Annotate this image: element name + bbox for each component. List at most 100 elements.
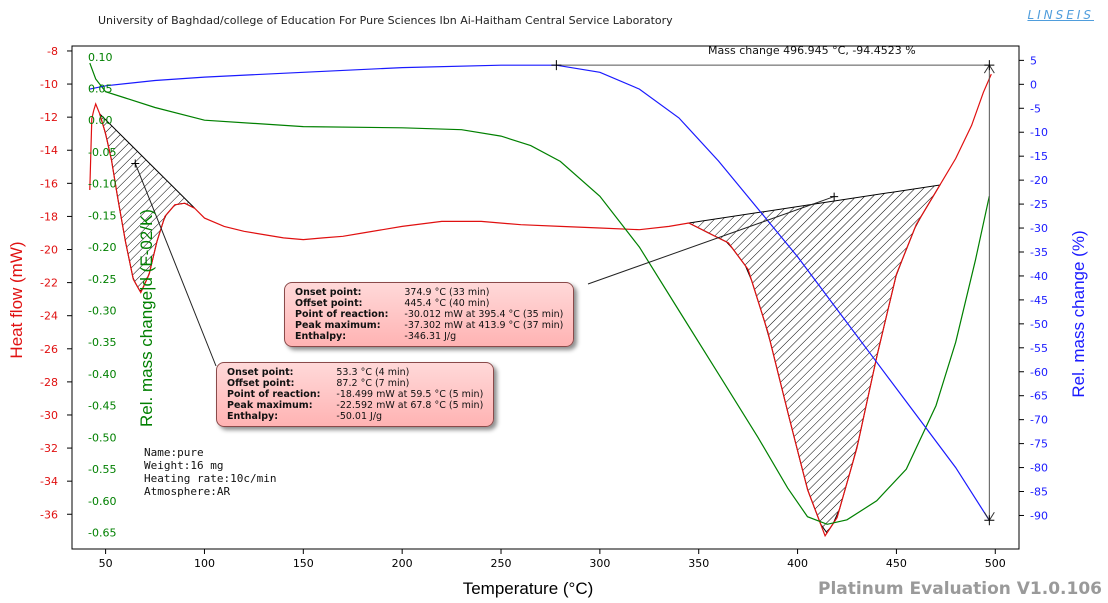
callout-label: Enthalpy: [227,411,279,422]
mass-change-cross-marker [984,60,995,71]
tg-axis-title: Rel. mass change (%) [1069,230,1088,397]
tg-tick-label: -75 [1030,438,1048,451]
dtg-tick-label: -0.55 [88,463,116,476]
dtg-tick-label: -0.20 [88,241,116,254]
heat-flow-tick-label: -24 [40,310,58,323]
dtg-tick-label: -0.40 [88,368,116,381]
callout-label: Point of reaction: [227,389,321,400]
tg-tick-label: -30 [1030,222,1048,235]
dtg-tick-label: 0.00 [88,114,113,127]
dtg-tick-label: 0.05 [88,82,113,95]
heat-flow-tick-label: -36 [40,508,58,521]
linseis-logo: LINSEIS [1027,8,1094,22]
callout-label: Offset point: [227,378,295,389]
callout-leader-line [587,196,835,285]
tg-tick-label: -5 [1030,102,1041,115]
callout-value: 87.2 °C (7 min) [336,378,410,389]
callout-value: -346.31 J/g [404,331,457,342]
callout-label: Peak maximum: [227,400,313,411]
callout-label: Onset point: [295,287,362,298]
dtg-tick-label: -0.35 [88,336,116,349]
callout-value: -37.302 mW at 413.9 °C (37 min) [404,320,564,331]
dtg-tick-label: 0.10 [88,51,113,64]
callout-label: Onset point: [227,367,294,378]
dtg-tick-label: -0.60 [88,495,116,508]
callout-value: 445.4 °C (40 min) [404,298,490,309]
callout-value: -50.01 J/g [336,411,383,422]
peak-callout-table: Onset point: 374.9 °C (33 min) Offset poi… [295,287,563,342]
heat-flow-tick-label: -14 [40,144,58,157]
sample-info: Name:pure Weight:16 mg Heating rate:10c/… [144,446,276,498]
tg-tick-label: -70 [1030,414,1048,427]
heat-flow-tick-label: -16 [40,177,58,190]
dtg-tick-label: -0.10 [88,178,116,191]
dtg-tick-label: -0.05 [88,146,116,159]
tg-tick-label: -35 [1030,246,1048,259]
callout-leader-line [134,163,217,367]
x-tick-label: 350 [688,557,709,570]
x-tick-label: 150 [293,557,314,570]
series-line-heat_flow [89,73,992,538]
tg-tick-label: -45 [1030,294,1048,307]
tg-tick-label: -50 [1030,318,1048,331]
peak-callout-high: Onset point: 374.9 °C (33 min) Offset poi… [284,282,575,347]
peak-callout-table: Onset point: 53.3 °C (4 min) Offset point… [227,367,483,422]
series-line-tg [89,64,990,521]
peak-callout-low: Onset point: 53.3 °C (4 min) Offset point… [216,362,495,427]
dtg-axis-title: Rel. mass change|d (E-02/K) [137,209,156,427]
callout-value: 374.9 °C (33 min) [404,287,490,298]
tg-tick-label: -60 [1030,366,1048,379]
tg-tick-label: -25 [1030,198,1048,211]
dtg-tick-label: -0.65 [88,527,116,540]
sample-atmosphere: Atmosphere:AR [144,485,231,498]
mass-change-cross-marker [984,515,995,526]
heat-flow-tick-label: -12 [40,111,58,124]
x-axis-title: Temperature (°C) [463,579,594,598]
tg-tick-label: 5 [1030,54,1037,67]
x-tick-label: 300 [589,557,610,570]
callout-label: Point of reaction: [295,309,389,320]
x-tick-label: 250 [491,557,512,570]
tg-tick-label: 0 [1030,78,1037,91]
heat-flow-tick-label: -26 [40,343,58,356]
x-tick-label: 400 [787,557,808,570]
heat-flow-tick-label: -22 [40,277,58,290]
heat-flow-tick-label: -20 [40,244,58,257]
series-line-dtg [89,62,990,525]
dtg-tick-label: -0.15 [88,209,116,222]
dtg-tick-label: -0.50 [88,431,116,444]
tg-tick-label: -65 [1030,390,1048,403]
x-tick-label: 100 [194,557,215,570]
heat-flow-tick-label: -28 [40,376,58,389]
callout-label: Peak maximum: [295,320,381,331]
tg-tick-label: -15 [1030,150,1048,163]
mass-change-readout: Mass change 496.945 °C, -94.4523 % [708,44,916,57]
heat-flow-tick-label: -32 [40,442,58,455]
x-tick-label: 450 [886,557,907,570]
callout-value: -22.592 mW at 67.8 °C (5 min) [336,400,484,411]
x-tick-label: 50 [99,557,113,570]
heat-flow-axis-title: Heat flow (mW) [7,241,26,358]
dtg-tick-label: -0.45 [88,400,116,413]
dtg-tick-label: -0.25 [88,273,116,286]
heat-flow-tick-label: -8 [47,45,58,58]
callout-value: 53.3 °C (4 min) [336,367,410,378]
sample-weight: Weight:16 mg [144,459,224,472]
header-title: University of Baghdad/college of Educati… [98,14,673,27]
callout-value: -30.012 mW at 395.4 °C (35 min) [404,309,564,320]
hatched-peak-area [687,184,941,534]
callout-value: -18.499 mW at 59.5 °C (5 min) [336,389,484,400]
tg-tick-label: -80 [1030,462,1048,475]
heat-flow-tick-label: -34 [40,475,58,488]
tg-tick-label: -40 [1030,270,1048,283]
tg-tick-label: -20 [1030,174,1048,187]
tg-tick-label: -85 [1030,486,1048,499]
sample-heating-rate: Heating rate:10c/min [144,472,277,485]
heat-flow-tick-label: -18 [40,210,58,223]
mass-change-cross-marker [551,60,562,71]
callout-leader-marker [830,192,839,201]
plot-frame [71,45,1020,550]
x-tick-label: 500 [985,557,1006,570]
callout-label: Offset point: [295,298,363,309]
